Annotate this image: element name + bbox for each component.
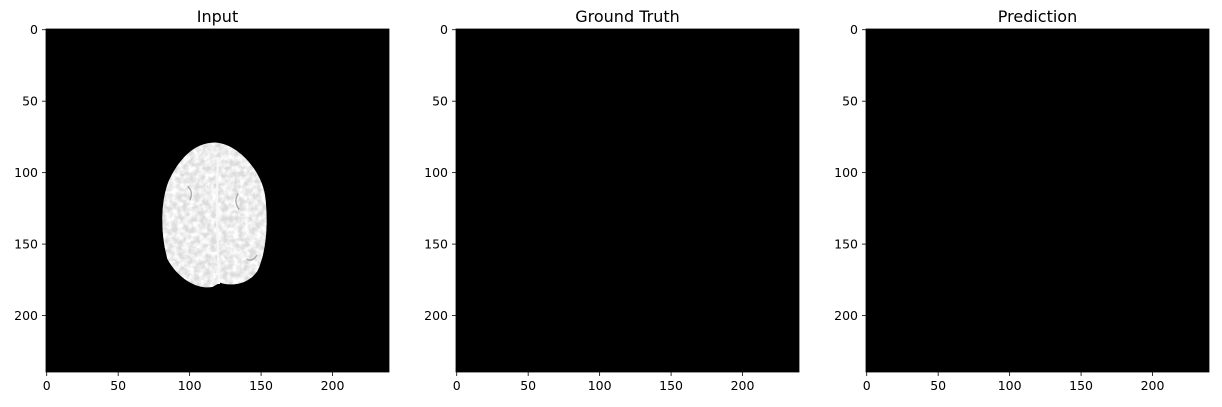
panel-2: Ground Truth 0 50 100 150 200 0 50 100 150 200 <box>424 7 800 393</box>
x-tick-label: 150 <box>249 378 273 393</box>
y-tick-label: 200 <box>834 308 858 323</box>
x-tick-label: 150 <box>1069 378 1093 393</box>
y-tick-label: 0 <box>440 22 448 37</box>
axes-frame <box>455 28 800 373</box>
y-tick-label: 50 <box>842 94 858 109</box>
axes-frame <box>45 28 390 373</box>
x-tick-label: 50 <box>520 378 536 393</box>
y-tick-label: 100 <box>424 165 448 180</box>
y-tick-label: 150 <box>14 237 38 252</box>
x-tick-label: 50 <box>930 378 946 393</box>
panel-1: Input 0 50 100 150 200 0 50 100 150 200 <box>14 7 390 393</box>
y-tick-label: 150 <box>834 237 858 252</box>
x-tick-label: 0 <box>863 378 871 393</box>
panel-title: Input <box>197 7 238 26</box>
image-area <box>866 29 1209 372</box>
y-tick-label: 50 <box>22 94 38 109</box>
x-tick-label: 200 <box>321 378 345 393</box>
y-tick-label: 100 <box>834 165 858 180</box>
image-area <box>456 29 799 372</box>
y-tick-label: 50 <box>432 94 448 109</box>
x-tick-label: 100 <box>998 378 1022 393</box>
panel-3: Prediction 0 50 100 150 200 0 50 100 150 200 <box>834 7 1210 393</box>
x-tick-label: 100 <box>588 378 612 393</box>
panel-title: Prediction <box>998 7 1077 26</box>
y-tick-label: 150 <box>424 237 448 252</box>
y-tick-label: 200 <box>424 308 448 323</box>
x-tick-label: 200 <box>731 378 755 393</box>
x-tick-label: 50 <box>110 378 126 393</box>
axes-frame <box>865 28 1210 373</box>
x-tick-label: 150 <box>659 378 683 393</box>
x-tick-label: 0 <box>43 378 51 393</box>
brain-slice-image <box>162 142 267 288</box>
x-tick-label: 100 <box>178 378 202 393</box>
x-tick-label: 200 <box>1141 378 1165 393</box>
y-tick-label: 200 <box>14 308 38 323</box>
x-tick-label: 0 <box>453 378 461 393</box>
y-tick-label: 0 <box>30 22 38 37</box>
y-tick-label: 100 <box>14 165 38 180</box>
y-tick-label: 0 <box>850 22 858 37</box>
panel-title: Ground Truth <box>575 7 680 26</box>
